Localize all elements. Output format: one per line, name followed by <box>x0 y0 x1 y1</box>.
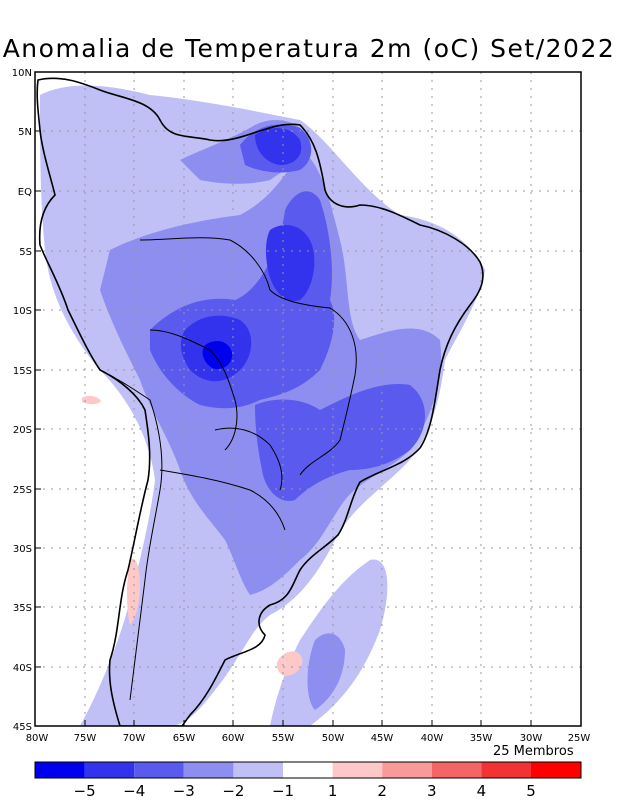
border-paraguay <box>214 427 283 491</box>
lon-label: 80W <box>26 733 49 744</box>
colorbar <box>34 761 582 779</box>
colorbar-label: 3 <box>427 782 437 800</box>
lon-label: 45W <box>371 733 394 744</box>
tick-marks <box>34 71 582 727</box>
lat-label: 5N <box>18 127 32 138</box>
lon-label: 25W <box>568 733 591 744</box>
anomaly-shading-minus4-north <box>255 128 302 165</box>
lon-label: 30W <box>520 733 543 744</box>
lon-label: 50W <box>322 733 345 744</box>
lat-label: EQ <box>18 187 32 198</box>
colorbar-label: −5 <box>74 782 96 800</box>
longitude-labels: 80W 75W 70W 65W 60W 55W 50W 45W 40W 35W … <box>26 733 591 744</box>
colorbar-swatch <box>134 762 184 778</box>
colorbar-swatch <box>382 762 432 778</box>
colorbar-swatch <box>283 762 333 778</box>
anomaly-shading-minus4-center <box>265 225 315 301</box>
lon-label: 60W <box>222 733 245 744</box>
country-borders <box>99 237 357 701</box>
colorbar-swatch <box>332 762 383 778</box>
ensemble-members-label: 25 Membros <box>493 744 574 759</box>
lon-label: 75W <box>74 733 97 744</box>
colorbar-swatch <box>35 762 85 778</box>
lat-label: 25S <box>13 485 32 496</box>
lon-label: 70W <box>123 733 146 744</box>
border-bolivia <box>149 329 238 451</box>
lat-label: 20S <box>13 425 32 436</box>
lon-label: 40W <box>421 733 444 744</box>
map-frame <box>34 71 582 727</box>
lon-label: 35W <box>470 733 493 744</box>
anomaly-shading-minus2-ocean <box>307 633 345 710</box>
colorbar-label: 5 <box>526 782 536 800</box>
colorbar-label: 2 <box>377 782 387 800</box>
lat-label: 40S <box>13 663 32 674</box>
colorbar-labels: −5 −4 −3 −2 −1 1 2 3 4 5 <box>74 782 536 800</box>
map-title: Anomalia de Temperatura 2m (oC) Set/2022 <box>2 34 616 63</box>
lat-label: 45S <box>13 722 32 733</box>
anomaly-shading-minus5 <box>202 340 233 370</box>
colorbar-swatch <box>183 762 234 778</box>
south-america-coastline <box>36 77 484 726</box>
colorbar-label: −3 <box>173 782 195 800</box>
colorbar-swatch <box>84 762 135 778</box>
colorbar-swatch <box>233 762 283 778</box>
colorbar-label: −2 <box>222 782 244 800</box>
colorbar-label: −1 <box>272 782 294 800</box>
colorbar-frame <box>34 761 582 779</box>
latitude-labels: 10N 5N EQ 5S 10S 15S 20S 25S 30S 35S 40S… <box>12 68 32 733</box>
colorbar-swatch <box>431 762 482 778</box>
lat-label: 35S <box>13 603 32 614</box>
border-andes <box>99 369 163 701</box>
border-argentina <box>159 469 286 531</box>
colorbar-label: 1 <box>328 782 338 800</box>
lon-label: 55W <box>272 733 295 744</box>
lat-label: 15S <box>13 366 32 377</box>
coastline <box>36 77 484 726</box>
lat-label: 10S <box>13 306 32 317</box>
graticule <box>35 72 581 726</box>
colorbar-swatch <box>481 762 531 778</box>
lat-label: 5S <box>19 247 32 258</box>
colorbar-swatch <box>531 762 581 778</box>
anomaly-field <box>40 85 485 726</box>
border-brazil <box>139 237 357 476</box>
anomaly-shading-plus1-pacific <box>82 395 101 405</box>
lon-label: 65W <box>173 733 196 744</box>
colorbar-label: 4 <box>477 782 487 800</box>
anomaly-shading-minus3-se <box>255 384 425 501</box>
anomaly-shading-plus1-chile <box>127 558 140 625</box>
lat-label: 10N <box>12 68 32 79</box>
lat-label: 30S <box>13 544 32 555</box>
colorbar-label: −4 <box>123 782 145 800</box>
